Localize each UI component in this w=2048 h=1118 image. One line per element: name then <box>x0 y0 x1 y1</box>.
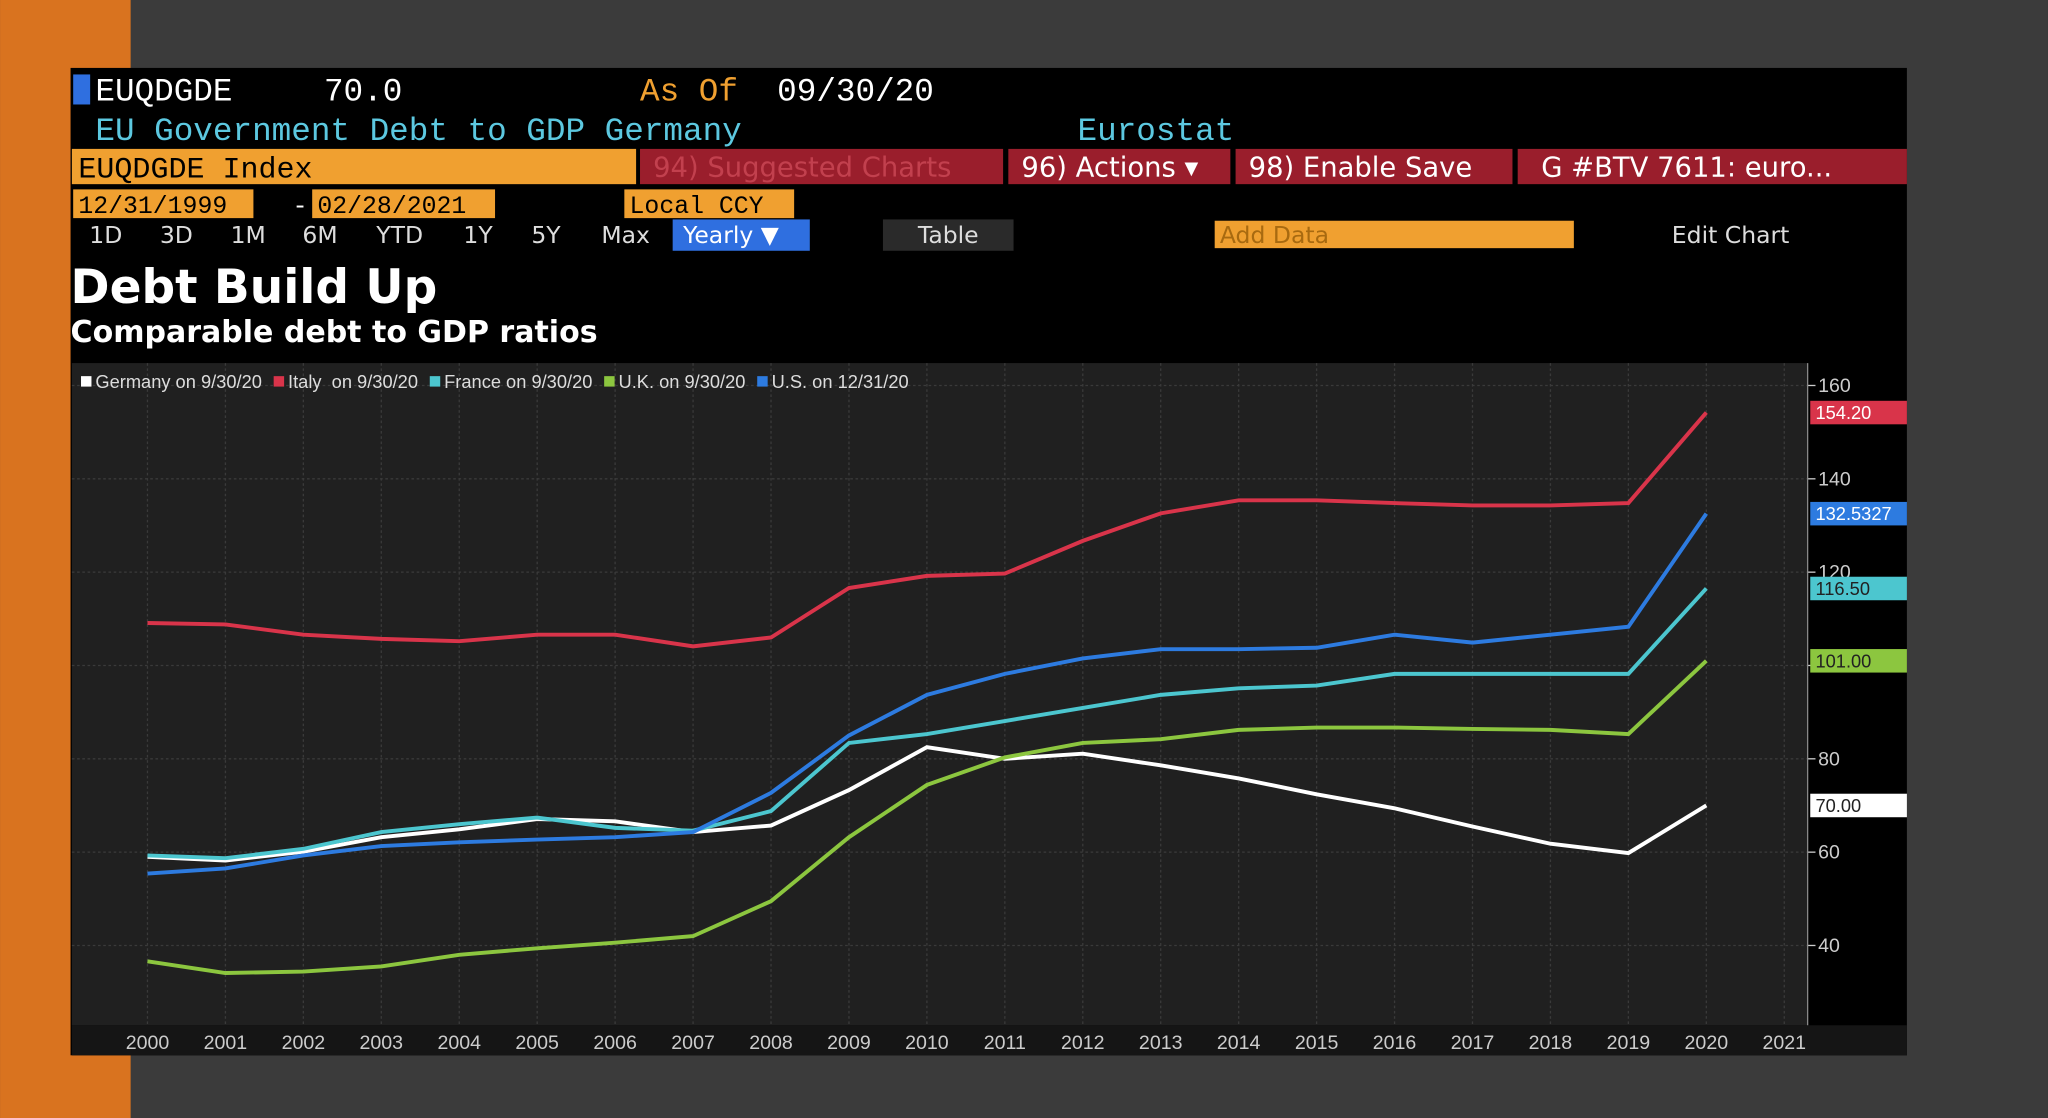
x-tick-label: 2017 <box>1451 1032 1495 1054</box>
as-of-label: As Of <box>640 74 738 111</box>
security: EUQDGDE Index <box>78 154 312 188</box>
x-tick-label: 2014 <box>1217 1032 1261 1054</box>
x-tick-label: 2005 <box>515 1032 559 1054</box>
chart-subtitle: Comparable debt to GDP ratios <box>71 315 598 350</box>
currency: Local CCY <box>630 193 764 221</box>
series-line <box>147 587 1708 861</box>
enable-save: 98) Enable Save <box>1249 152 1473 183</box>
x-tick-label: 2006 <box>593 1032 637 1054</box>
x-tick-label: 2008 <box>749 1032 793 1054</box>
end-date: 02/28/2021 <box>317 193 466 221</box>
x-tick-label: 2002 <box>282 1032 326 1054</box>
value-label: 132.5327 <box>1815 503 1891 524</box>
period-button[interactable]: 1Y <box>463 221 493 249</box>
marker <box>73 74 91 105</box>
x-tick-label: 2020 <box>1685 1032 1729 1054</box>
frequency-box[interactable] <box>672 219 810 251</box>
period-button[interactable]: 1D <box>89 221 122 249</box>
chart-title: Debt Build Up <box>71 260 438 315</box>
x-tick-label: 2015 <box>1295 1032 1339 1054</box>
edit-chart[interactable]: Edit Chart <box>1672 221 1790 249</box>
ticker: EUQDGDE <box>95 74 232 111</box>
x-tick-label: 2000 <box>126 1032 170 1054</box>
value-label-box <box>1810 501 1907 526</box>
x-tick-label: 2018 <box>1529 1032 1573 1054</box>
x-tick-label: 2010 <box>905 1032 949 1054</box>
series-line <box>147 745 1708 863</box>
news-button[interactable] <box>1517 148 1907 185</box>
save-button[interactable] <box>1235 148 1513 185</box>
x-tick-label: 2013 <box>1139 1032 1183 1054</box>
y-tick-label: 160 <box>1818 375 1851 397</box>
value-label: 101.00 <box>1815 650 1871 671</box>
legend-swatch <box>604 376 615 387</box>
x-tick-label: 2003 <box>360 1032 404 1054</box>
legend-swatch <box>81 376 92 387</box>
suggested-button[interactable] <box>640 148 1004 185</box>
x-tick-label: 2021 <box>1762 1032 1806 1054</box>
source: Eurostat <box>1078 113 1235 150</box>
series-line <box>147 411 1708 649</box>
period-button[interactable]: 5Y <box>531 221 561 249</box>
start-date: 12/31/1999 <box>78 193 227 221</box>
x-tick-label: 2009 <box>827 1032 871 1054</box>
actions-button[interactable] <box>1008 148 1231 185</box>
value-label-box <box>1810 400 1907 425</box>
legend-swatch <box>429 376 441 387</box>
x-tick-label: 2011 <box>984 1032 1026 1054</box>
legend-label: Italy on 9/30/20 <box>288 371 418 392</box>
y-tick-label: 60 <box>1818 842 1840 864</box>
table: Table <box>917 221 979 249</box>
x-axis-band <box>71 1025 1907 1056</box>
value-label: 70.00 <box>1815 795 1861 816</box>
series-line <box>147 512 1708 876</box>
series-line <box>147 659 1708 975</box>
period-button[interactable]: YTD <box>375 221 423 249</box>
period-button[interactable]: 1M <box>231 221 266 249</box>
currency-field[interactable] <box>624 189 795 219</box>
x-tick-label: 2016 <box>1373 1032 1417 1054</box>
x-tick-label: 2012 <box>1061 1032 1105 1054</box>
news: G #BTV 7611: euro... <box>1541 152 1832 183</box>
description: EU Government Debt to GDP Germany <box>95 113 741 150</box>
y-tick-label: 40 <box>1818 935 1840 957</box>
x-tick-label: 2019 <box>1607 1032 1651 1054</box>
add-data: Add Data <box>1220 221 1329 249</box>
value-label: 116.50 <box>1815 578 1870 599</box>
x-tick-label: 2007 <box>671 1032 715 1054</box>
value-label-box <box>1810 576 1907 601</box>
legend-label: France on 9/30/20 <box>444 371 592 392</box>
table-box[interactable] <box>882 219 1014 251</box>
legend-label: U.S. on 12/31/20 <box>772 371 909 392</box>
legend-label: U.K. on 9/30/20 <box>619 371 746 392</box>
x-tick-label: 2001 <box>204 1032 248 1054</box>
legend-swatch <box>273 376 285 387</box>
date-sep: - <box>293 193 308 221</box>
y-tick-label: 80 <box>1818 748 1840 770</box>
value-label-box <box>1810 793 1907 818</box>
add-data-box[interactable] <box>1214 220 1574 249</box>
plot-area <box>71 363 1808 1026</box>
suggested: 94) Suggested Charts <box>653 152 951 183</box>
end-field[interactable] <box>312 189 496 219</box>
value-label-box <box>1810 649 1907 673</box>
x-tick-label: 2004 <box>437 1032 481 1054</box>
value-label: 154.20 <box>1815 402 1871 423</box>
last-value: 70.0 <box>324 74 402 111</box>
period-button[interactable]: Max <box>601 221 650 249</box>
as-of-date: 09/30/20 <box>777 74 934 111</box>
legend-label: Germany on 9/30/20 <box>95 371 262 392</box>
actions: 96) Actions ▾ <box>1021 152 1198 183</box>
period-button[interactable]: 6M <box>302 221 337 249</box>
period-button[interactable]: 3D <box>160 221 193 249</box>
frequency: Yearly ▼ <box>682 221 779 249</box>
start-field[interactable] <box>73 189 254 219</box>
legend-swatch <box>757 376 768 387</box>
security-field[interactable] <box>71 148 637 185</box>
y-tick-label: 140 <box>1818 468 1851 490</box>
